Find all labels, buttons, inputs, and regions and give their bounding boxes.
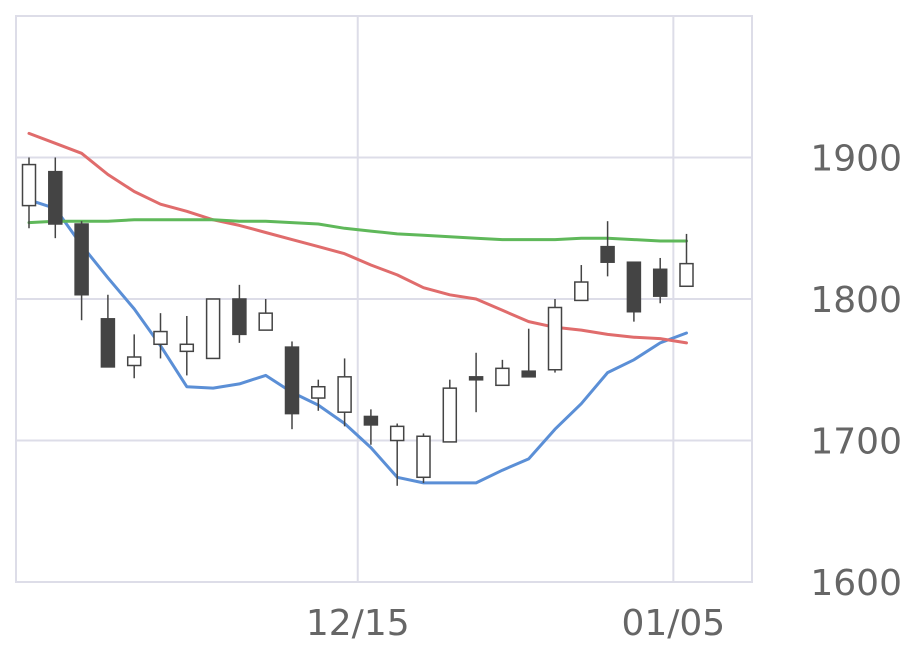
candle-body-up: [547, 306, 563, 371]
candle-body-down: [652, 268, 668, 297]
candle: [574, 265, 589, 302]
candle-body-up: [416, 435, 431, 479]
candle: [337, 358, 352, 427]
candle: [468, 352, 484, 413]
candle: [74, 221, 89, 321]
candle-body-up: [679, 262, 694, 288]
candle: [153, 313, 168, 359]
x-tick-label: 01/05: [621, 603, 725, 644]
y-tick-label: 1900: [810, 139, 902, 180]
candle-body-up: [21, 163, 37, 207]
candle: [363, 409, 379, 445]
candle-body-up: [126, 356, 142, 367]
candle-body-down: [74, 223, 89, 296]
candle-body-up: [205, 298, 221, 360]
candle-body-up: [495, 367, 510, 387]
candle-body-down: [232, 298, 247, 336]
x-tick-label: 12/15: [306, 603, 410, 644]
candle-body-down: [284, 346, 300, 415]
candle: [100, 294, 116, 368]
y-tick-label: 1800: [810, 280, 902, 321]
candle-body-down: [100, 318, 116, 368]
candle: [284, 341, 300, 430]
candle-body-up: [337, 376, 352, 413]
y-tick-label: 1700: [810, 422, 902, 463]
candle: [179, 315, 195, 376]
moving-average-line-2: [27, 131, 688, 345]
candle: [126, 334, 142, 379]
candle: [311, 379, 326, 411]
y-axis-tick-labels: 1900 1800 1700 1600: [810, 139, 902, 605]
candle-body-up: [153, 330, 168, 346]
candle: [442, 379, 458, 443]
y-tick-label: 1600: [810, 563, 902, 604]
candle-body-up: [258, 312, 273, 331]
candle: [389, 423, 405, 486]
candle-body-down: [600, 245, 615, 263]
candle-body-down: [363, 415, 379, 426]
moving-average-layer: [27, 131, 688, 485]
candle-body-up: [442, 387, 458, 443]
candle: [521, 328, 536, 378]
candle: [416, 433, 431, 483]
candle-body-up: [311, 385, 326, 399]
candle-body-down: [626, 261, 642, 313]
moving-average-line-3: [27, 218, 688, 243]
candle: [232, 284, 247, 343]
candle: [547, 299, 563, 373]
candle: [626, 261, 642, 322]
candle: [21, 157, 37, 229]
candle-body-down: [468, 376, 484, 381]
candle-layer: [21, 157, 694, 486]
candle: [258, 299, 273, 331]
candle: [600, 221, 615, 277]
candle: [48, 157, 63, 239]
candle: [495, 359, 510, 387]
candle-body-down: [521, 370, 536, 378]
moving-average-line-1: [27, 198, 688, 485]
candle-body-up: [179, 343, 195, 353]
candle: [205, 298, 221, 360]
candle-body-down: [48, 170, 63, 225]
candle-body-up: [574, 281, 589, 302]
candle: [652, 257, 668, 304]
candle: [679, 233, 694, 288]
x-axis-tick-labels: 12/15 01/05: [306, 603, 725, 644]
candle-body-up: [389, 425, 405, 442]
